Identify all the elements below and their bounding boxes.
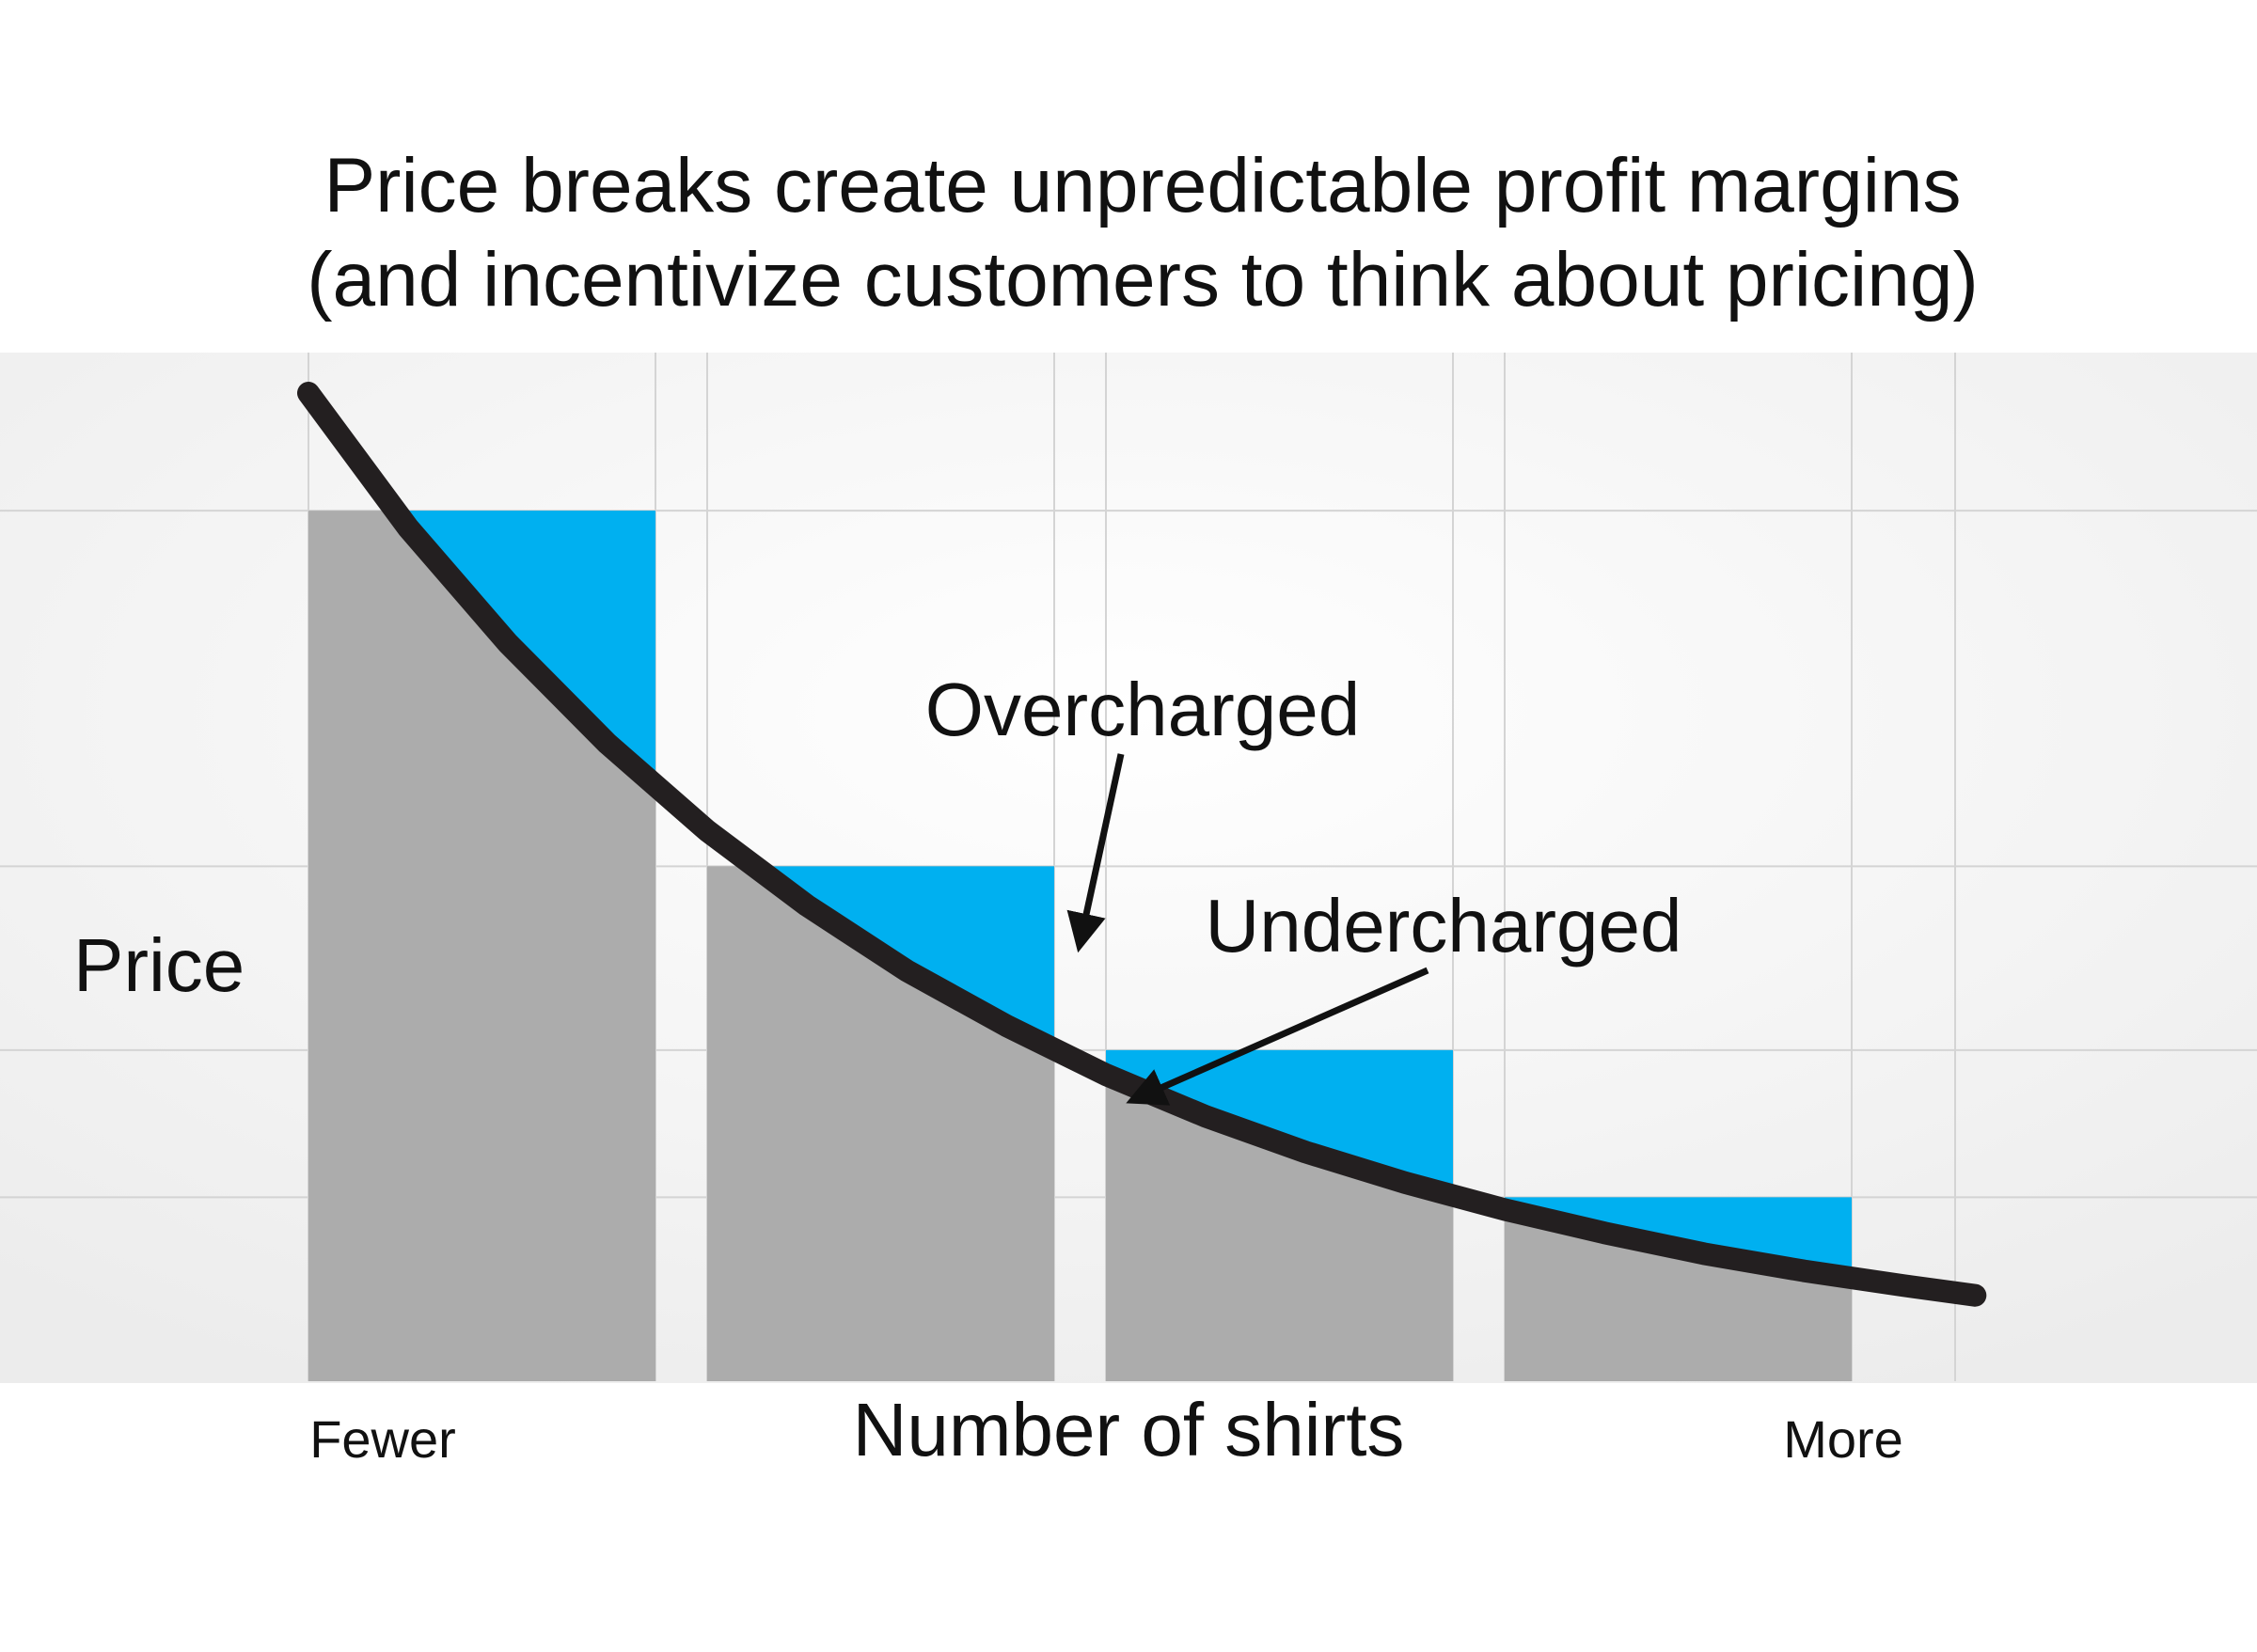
undercharged-label: Undercharged [1206,884,1682,968]
annotation-overcharged: Overcharged [925,668,1360,953]
overcharged-arrow [1066,753,1125,953]
annotation-undercharged: Undercharged [1126,884,1682,1106]
chart-title: Price breaks create unpredictable profit… [307,143,1979,323]
x-axis-label: Number of shirts [853,1388,1405,1471]
x-tick-fewer: Fewer [309,1409,456,1469]
x-tick-more: More [1783,1409,1903,1469]
y-axis-label: Price [73,923,245,1007]
margin-fill [308,511,655,786]
overcharged-label: Overcharged [925,668,1360,751]
chart-title-line-1: Price breaks create unpredictable profit… [324,143,1961,228]
chart-title-line-2: (and incentivize customers to think abou… [307,237,1979,323]
undercharged-arrow [1126,967,1429,1106]
